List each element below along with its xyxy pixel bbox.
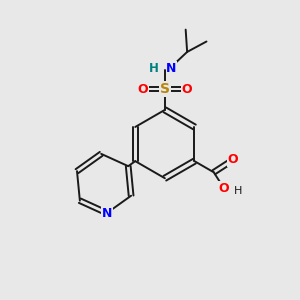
Text: O: O [137, 82, 148, 96]
Text: N: N [166, 62, 177, 75]
Text: O: O [219, 182, 230, 195]
Text: N: N [102, 206, 112, 220]
Text: H: H [148, 62, 158, 75]
Text: O: O [182, 82, 193, 96]
Text: O: O [228, 153, 238, 166]
Text: S: S [160, 82, 170, 96]
Text: H: H [234, 186, 242, 196]
